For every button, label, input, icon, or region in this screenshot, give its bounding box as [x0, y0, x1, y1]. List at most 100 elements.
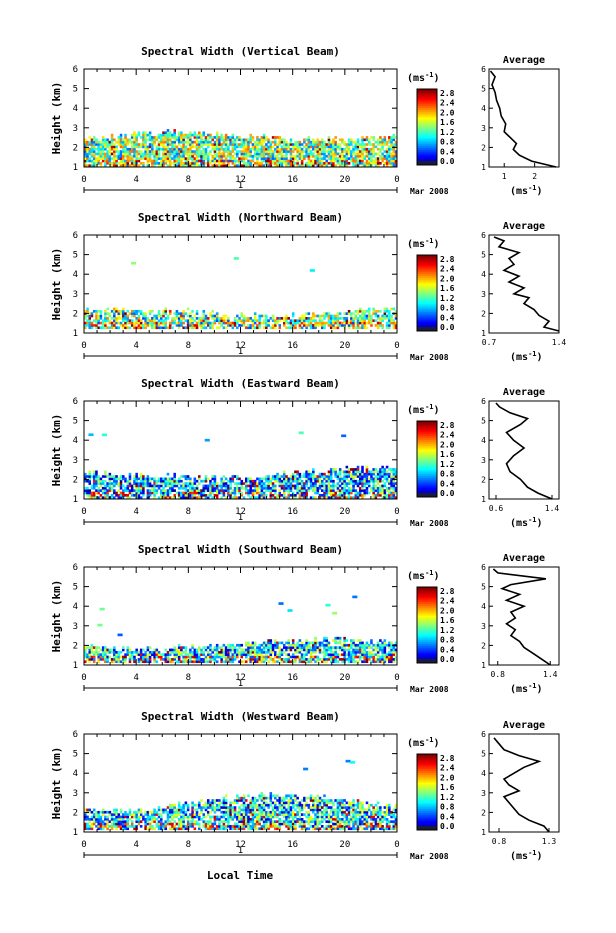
heatmap-cell	[265, 322, 268, 325]
heatmap-cell	[169, 141, 172, 144]
heatmap-cell	[129, 312, 132, 315]
heatmap-cell	[133, 310, 136, 313]
heatmap-cell	[205, 317, 208, 320]
heatmap-cell	[310, 155, 313, 158]
heatmap-cell	[220, 487, 223, 490]
heatmap-cell	[138, 150, 141, 153]
heatmap-cell	[381, 324, 384, 327]
heatmap-cell	[207, 143, 210, 146]
heatmap-cell	[361, 468, 364, 471]
heatmap-cell	[258, 324, 261, 327]
heatmap-cell	[377, 658, 380, 661]
heatmap-cell	[319, 322, 322, 325]
heatmap-cell	[370, 487, 373, 490]
heatmap-cell	[171, 658, 174, 661]
heatmap-cell	[370, 651, 373, 654]
heatmap-cell	[232, 157, 235, 160]
heatmap-cell	[292, 315, 295, 318]
heatmap-cell	[158, 148, 161, 151]
heatmap-cell	[359, 478, 362, 481]
heatmap-cell	[348, 146, 351, 149]
heatmap-cell	[334, 143, 337, 146]
heatmap-cell	[283, 478, 286, 481]
heatmap-cell	[100, 825, 103, 828]
heatmap-cell	[91, 656, 94, 659]
heatmap-cell	[348, 150, 351, 153]
heatmap-cell	[122, 656, 125, 659]
heatmap-cell	[372, 143, 375, 146]
heatmap-cells	[84, 257, 397, 329]
heatmap-cell	[173, 150, 176, 153]
heatmap-cell	[97, 146, 100, 149]
heatmap-cell	[285, 646, 288, 649]
heatmap-cell	[321, 475, 324, 478]
heatmap-cell	[343, 644, 346, 647]
heatmap-cell	[149, 136, 152, 139]
heatmap-cell	[308, 138, 311, 141]
heatmap-cell	[314, 146, 317, 149]
heatmap-cell	[131, 653, 134, 656]
heatmap-cell	[279, 658, 282, 661]
heatmap-cell	[332, 141, 335, 144]
heatmap-cell	[138, 153, 141, 156]
heatmap-cell	[113, 492, 116, 495]
heatmap-cell	[252, 489, 255, 492]
heatmap-cell	[198, 656, 201, 659]
heatmap-cell	[120, 660, 123, 663]
heatmap-cell	[218, 653, 221, 656]
heatmap-cell	[149, 160, 152, 163]
heatmap-cell	[384, 138, 387, 141]
heatmap-cell	[100, 141, 103, 144]
heatmap-cell	[209, 649, 212, 652]
heatmap-cell	[115, 150, 118, 153]
heatmap-cell	[104, 324, 107, 327]
heatmap-cell	[176, 653, 179, 656]
heatmap-cell	[390, 157, 393, 160]
heatmap-cell	[104, 653, 107, 656]
heatmap-cell	[285, 148, 288, 151]
heatmap-cell	[352, 485, 355, 488]
heatmap-cell	[256, 319, 259, 322]
heatmap-cell	[162, 653, 165, 656]
heatmap-cell	[207, 146, 210, 149]
heatmap-cell	[341, 646, 344, 649]
heatmap-cell	[261, 138, 264, 141]
heatmap-cell	[332, 646, 335, 649]
heatmap-cell	[207, 162, 210, 165]
average-x-label: (ms-1)	[510, 516, 543, 529]
heatmap-cell	[290, 485, 293, 488]
heatmap-cell	[131, 310, 134, 313]
heatmap-cell	[379, 322, 382, 325]
heatmap-cell	[254, 644, 257, 647]
heatmap-cell	[343, 473, 346, 476]
heatmap-cell	[102, 138, 105, 141]
heatmap-cell	[325, 494, 328, 497]
heatmap-cell	[330, 146, 333, 149]
heatmap-cell	[359, 649, 362, 652]
heatmap-cell	[140, 155, 143, 158]
heatmap-cell	[122, 148, 125, 151]
heatmap-cell	[227, 646, 230, 649]
heatmap-cell	[95, 478, 98, 481]
heatmap-cell	[111, 489, 114, 492]
heatmap-cell	[185, 475, 188, 478]
heatmap-cell	[341, 470, 344, 473]
heatmap-cell	[142, 482, 145, 485]
heatmap-cell	[330, 478, 333, 481]
heatmap-cell	[223, 660, 226, 663]
heatmap-cell	[95, 492, 98, 495]
heatmap-cell	[357, 312, 360, 315]
heatmap-cell	[388, 150, 391, 153]
heatmap-cell	[109, 478, 112, 481]
heatmap-cell	[149, 653, 152, 656]
heatmap-cell	[144, 155, 147, 158]
heatmap-cell	[95, 312, 98, 315]
heatmap-cell	[290, 319, 293, 322]
heatmap-cell	[189, 153, 192, 156]
heatmap-cell	[346, 492, 349, 495]
heatmap-cell	[372, 653, 375, 656]
heatmap-cell	[178, 478, 181, 481]
heatmap-cell	[153, 153, 156, 156]
heatmap-cell	[252, 322, 255, 325]
heatmap-cell	[270, 642, 273, 645]
